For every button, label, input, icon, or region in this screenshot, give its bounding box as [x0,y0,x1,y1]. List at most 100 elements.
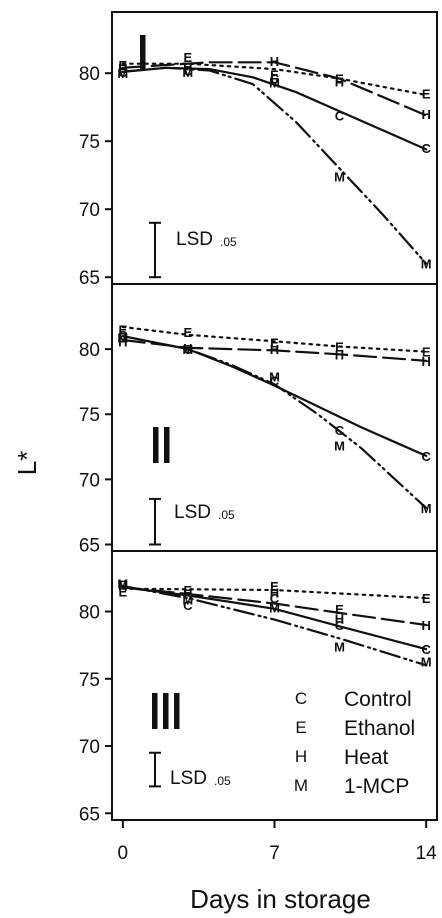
data-point-m: M [117,330,128,345]
x-tick-label: 0 [118,843,129,864]
legend-code: H [295,747,307,766]
data-point-e: E [118,584,127,599]
panel-label: II [153,427,170,464]
lsd-bar: LSD .05 [149,221,237,279]
data-point-c: C [421,141,431,156]
y-tick-label: 80 [79,603,100,624]
data-point-e: E [183,583,192,598]
data-point-h: H [335,347,344,362]
y-axis-label: L* [12,451,42,476]
panel-label-bar [174,693,180,729]
data-point-h: H [183,341,192,356]
y-tick-label: 70 [79,470,100,491]
panel-frame [111,283,438,552]
data-point-m: M [269,600,280,615]
lsd-bar: LSD .05 [149,497,235,546]
series-line-m [121,584,428,667]
data-point-e: E [422,87,431,102]
series-line-h [121,586,428,627]
data-point-e: E [183,325,192,340]
data-point-c: C [421,449,431,464]
lsd-subscript: .05 [220,235,237,249]
data-point-e: E [422,345,431,360]
data-point-c: C [335,108,345,123]
data-point-e: E [270,68,279,83]
data-point-e: E [270,579,279,594]
panel-label-bar [140,35,146,71]
data-point-h: H [335,74,344,89]
legend-entry: Control [344,688,412,711]
data-point-e: E [118,323,127,338]
data-point-m: M [421,501,432,516]
lsd-subscript: .05 [218,508,235,522]
series-line-e [121,587,428,600]
panel-label-text: III [152,697,177,730]
x-axis-ticks: 0 7 14 [118,820,438,864]
data-point-c: C [183,63,193,78]
legend-code: E [295,718,306,737]
data-point-e: E [335,340,344,355]
data-point-c: C [118,65,128,80]
y-tick-label: 65 [79,268,100,289]
data-point-c: C [183,342,193,357]
legend-entry: 1-MCP [344,775,409,798]
data-point-m: M [269,76,280,91]
legend-entry: Heat [344,746,389,769]
data-point-h: H [421,618,430,633]
y-tick-label: 65 [79,535,100,556]
panel-label-text: II [153,431,170,464]
data-point-m: M [334,170,345,185]
data-point-m: M [117,576,128,591]
data-point-h: H [270,342,279,357]
data-point-m: M [269,369,280,384]
data-point-h: H [421,107,430,122]
series-line-m [121,66,428,265]
data-point-c: C [335,423,345,438]
data-point-e: E [335,72,344,87]
series-line-h [121,61,428,117]
y-tick-label: 75 [79,670,100,691]
data-point-c: C [270,591,280,606]
data-point-h: H [118,334,127,349]
data-point-h: H [183,586,192,601]
x-tick-label: 14 [416,843,438,864]
data-point-m: M [421,654,432,669]
legend: C Control E Ethanol H Heat M 1-MCP [294,688,415,798]
legend-entry: Ethanol [344,717,415,740]
lsd-label: LSD [174,502,211,523]
x-axis-label: Days in storage [190,884,371,914]
series-line-m [121,335,428,510]
y-tick-label: 70 [79,737,100,758]
panel-label-bar [152,693,158,729]
data-point-h: H [421,354,430,369]
y-tick-label: 75 [79,132,100,153]
panel-label-bar [163,693,169,729]
data-point-h: H [270,586,279,601]
x-tick-label: 7 [269,843,280,864]
data-point-c: C [270,373,280,388]
panel-frame [111,11,438,285]
data-point-m: M [334,639,345,654]
legend-code: C [295,689,307,708]
y-tick-label: 80 [79,340,100,361]
data-point-c: C [118,328,128,343]
data-point-c: C [118,578,128,593]
data-point-h: H [270,54,279,69]
data-point-e: E [335,602,344,617]
lsd-subscript: .05 [214,774,231,788]
panel-label: III [152,693,180,730]
lsd-label: LSD [170,768,207,789]
data-point-m: M [182,342,193,357]
data-point-c: C [270,72,280,87]
data-point-m: M [334,439,345,454]
y-tick-label: 75 [79,405,100,426]
data-point-m: M [182,592,193,607]
data-point-e: E [422,591,431,606]
data-point-h: H [118,61,127,76]
y-tick-label: 80 [79,64,100,85]
